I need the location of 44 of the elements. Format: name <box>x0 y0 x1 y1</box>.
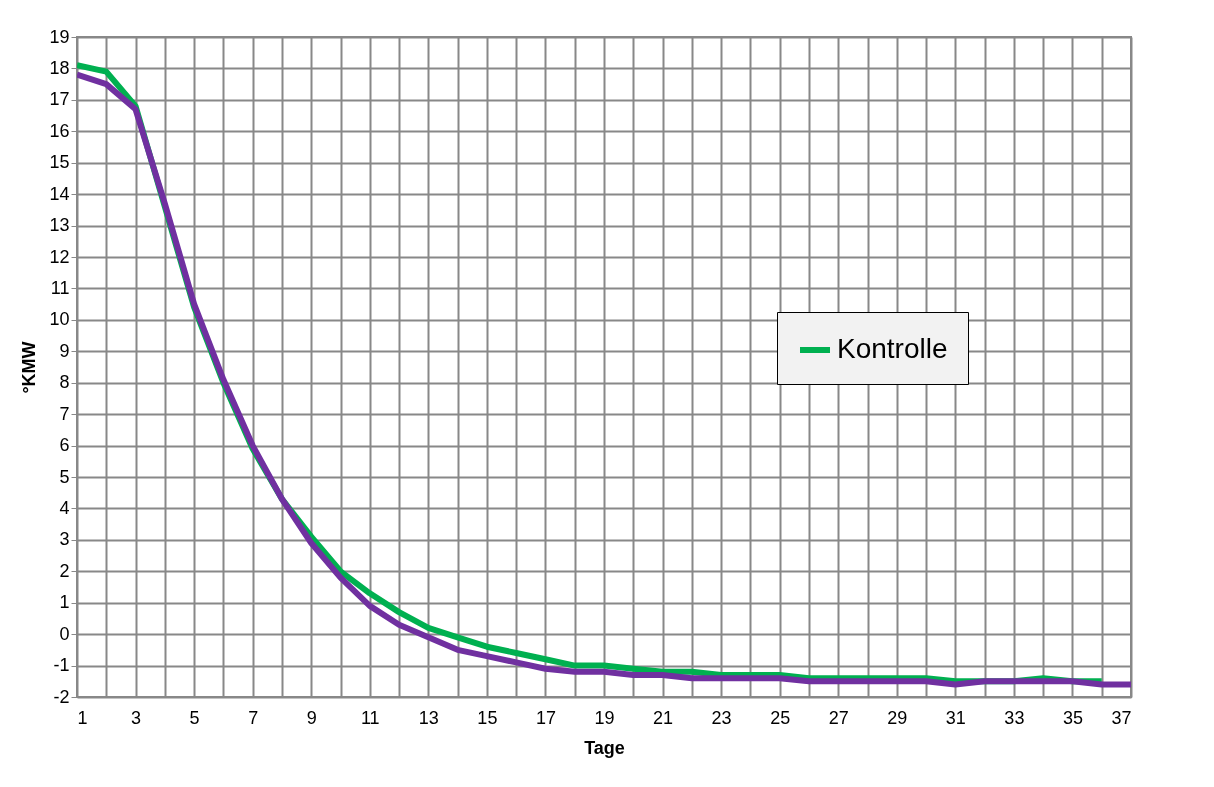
y-tick-label: 10 <box>49 309 70 330</box>
x-tick-label: 13 <box>418 707 439 728</box>
x-tick-label: 3 <box>131 707 142 728</box>
y-tick-label: 13 <box>49 215 70 236</box>
y-tick-label: 16 <box>49 120 70 141</box>
legend-label: Kontrolle <box>837 333 948 364</box>
x-tick-label: 15 <box>477 707 498 728</box>
y-axis-title: °KMW <box>19 341 40 394</box>
x-tick-label: 9 <box>306 707 317 728</box>
y-tick-label: 18 <box>49 57 70 78</box>
x-tick-label: 37 <box>1111 707 1132 728</box>
x-tick-label: 31 <box>945 707 966 728</box>
y-tick-label: 15 <box>49 152 70 173</box>
x-tick-label: 7 <box>248 707 259 728</box>
y-tick-label: -2 <box>53 686 70 707</box>
y-tick-label: 6 <box>59 435 70 456</box>
y-tick-label: 2 <box>59 560 70 581</box>
x-tick-label: 35 <box>1062 707 1083 728</box>
y-tick-label: 7 <box>59 403 70 424</box>
y-tick-label: 8 <box>59 372 70 393</box>
y-tick-label: 17 <box>49 89 70 110</box>
y-tick-label: 4 <box>59 497 70 518</box>
x-tick-label: 29 <box>887 707 908 728</box>
y-tick-label: -1 <box>53 655 70 676</box>
x-tick-label: 33 <box>1004 707 1025 728</box>
x-axis-title: Tage <box>584 737 625 758</box>
x-tick-label: 19 <box>594 707 615 728</box>
x-tick-label: 21 <box>653 707 674 728</box>
x-tick-label: 27 <box>828 707 849 728</box>
y-tick-label: 12 <box>49 246 70 267</box>
y-tick-label: 0 <box>59 623 70 644</box>
x-tick-label: 25 <box>770 707 791 728</box>
y-tick-label: 14 <box>49 183 70 204</box>
x-tick-label: 11 <box>360 707 380 728</box>
y-tick-label: 3 <box>59 529 70 550</box>
y-tick-label: 5 <box>59 466 70 487</box>
x-tick-label: 17 <box>535 707 556 728</box>
y-tick-label: 11 <box>50 277 70 298</box>
y-tick-label: 1 <box>59 592 70 613</box>
x-tick-label: 23 <box>711 707 732 728</box>
y-tick-label: 19 <box>49 26 70 47</box>
x-tick-label: 5 <box>189 707 200 728</box>
y-tick-label: 9 <box>59 340 70 361</box>
x-tick-label: 1 <box>77 707 88 728</box>
